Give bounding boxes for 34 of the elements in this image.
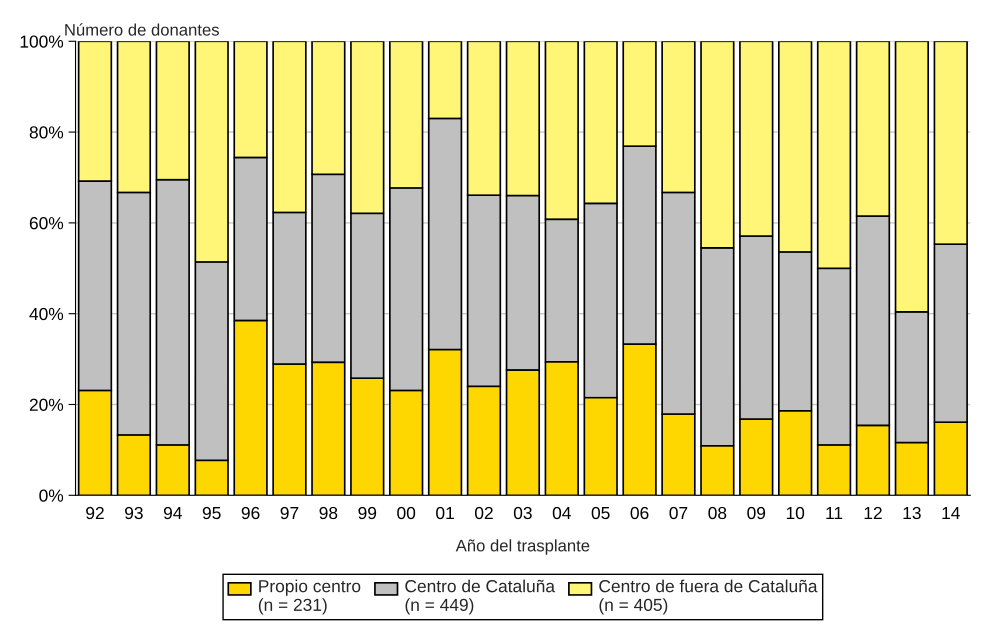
x-tick-label: 01 bbox=[436, 506, 454, 520]
x-axis-title: Año del trasplante bbox=[456, 539, 590, 555]
x-tick-label: 96 bbox=[242, 506, 260, 520]
x-tick-label: 10 bbox=[786, 506, 804, 520]
x-tick-label: 07 bbox=[669, 506, 688, 520]
x-tick-label: 95 bbox=[202, 506, 221, 520]
y-tick-label: 60% bbox=[30, 217, 64, 230]
y-tick-label: 40% bbox=[29, 308, 64, 320]
x-tick-label: 03 bbox=[514, 506, 532, 520]
y-tick-label: 0% bbox=[39, 489, 64, 502]
x-tick-label: 08 bbox=[708, 506, 726, 520]
x-tick-label: 98 bbox=[320, 506, 338, 520]
x-tick-label: 02 bbox=[475, 506, 493, 520]
x-tick-label: 12 bbox=[864, 506, 882, 519]
x-tick-label: 11 bbox=[826, 507, 842, 519]
x-tick-label: 97 bbox=[280, 506, 298, 520]
legend-label: Centro de Cataluña (n = 449) bbox=[405, 580, 556, 614]
x-tick-label: 06 bbox=[630, 506, 648, 520]
y-tick-label: 100% bbox=[20, 35, 64, 48]
y-tick-label: 20% bbox=[30, 398, 64, 411]
x-tick-label: 93 bbox=[125, 506, 143, 520]
x-tick-label: 04 bbox=[552, 506, 571, 520]
x-tick-label: 05 bbox=[592, 506, 610, 520]
legend-label: Propio centro (n = 231) bbox=[258, 580, 360, 614]
x-tick-label: 99 bbox=[358, 506, 376, 520]
x-tick-label: 09 bbox=[747, 506, 766, 520]
x-tick-label: 00 bbox=[397, 506, 416, 520]
y-axis-title: Número de donantes bbox=[65, 23, 219, 36]
x-tick-label: 92 bbox=[86, 506, 104, 520]
y-tick-label: 80% bbox=[30, 126, 64, 139]
x-tick-label: 14 bbox=[942, 507, 960, 519]
legend-label: Centro de fuera de Cataluña (n = 405) bbox=[599, 580, 818, 614]
x-tick-label: 94 bbox=[164, 506, 182, 520]
x-tick-label: 13 bbox=[904, 506, 921, 520]
